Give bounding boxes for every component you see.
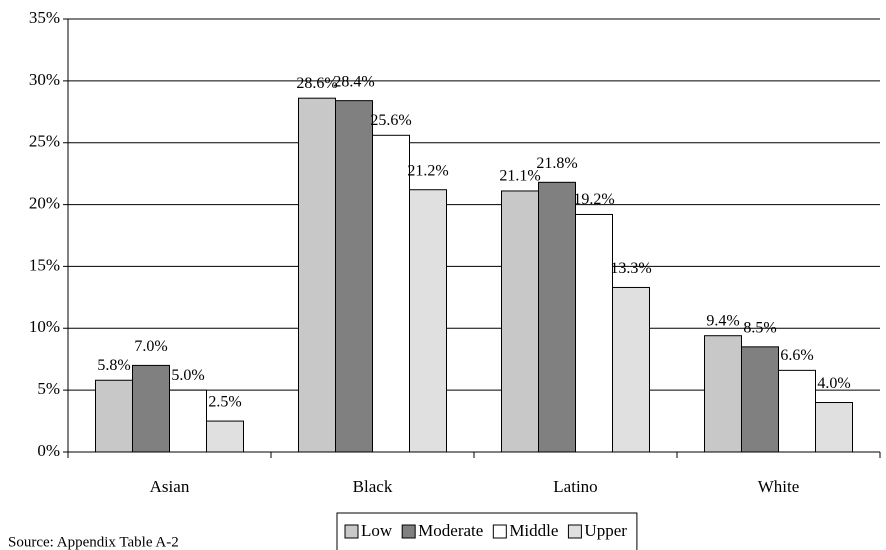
bar (169, 389, 207, 453)
legend-swatch (401, 524, 416, 539)
value-label: 9.4% (706, 312, 739, 329)
bar (741, 346, 779, 453)
value-label: 2.5% (208, 394, 241, 411)
value-label: 28.4% (333, 73, 374, 90)
x-tick-label: Black (353, 477, 393, 496)
value-label: 28.6% (296, 75, 337, 92)
x-tick-label: White (758, 477, 800, 496)
value-label: 25.6% (370, 112, 411, 129)
y-tick-label: 15% (29, 255, 60, 274)
value-label: 21.8% (536, 155, 577, 172)
bar (372, 134, 410, 453)
value-label: 4.0% (817, 375, 850, 392)
value-label: 7.0% (134, 338, 167, 355)
value-label: 21.2% (407, 162, 448, 179)
bar (612, 286, 650, 453)
bar (409, 189, 447, 453)
y-tick-label: 35% (29, 8, 60, 27)
value-label: 6.6% (780, 347, 813, 364)
value-label: 5.0% (171, 367, 204, 384)
legend-swatch (492, 524, 507, 539)
value-label: 8.5% (743, 320, 776, 337)
bar (206, 420, 244, 453)
source-note: Source: Appendix Table A-2 (8, 534, 179, 550)
value-label: 5.8% (97, 357, 130, 374)
legend-label: Middle (509, 521, 558, 540)
legend-label: Upper (584, 521, 627, 540)
legend-swatch (567, 524, 582, 539)
y-tick-label: 5% (37, 379, 60, 398)
bar (335, 100, 373, 453)
bar (778, 369, 816, 453)
legend-box (336, 512, 638, 550)
bar (298, 97, 336, 453)
x-tick-label: Latino (553, 477, 597, 496)
bar (538, 181, 576, 453)
y-tick-label: 25% (29, 132, 60, 151)
value-label: 21.1% (499, 168, 540, 185)
y-tick-label: 30% (29, 70, 60, 89)
legend-label: Moderate (418, 521, 483, 540)
bar (575, 213, 613, 453)
x-tick-label: Asian (150, 477, 190, 496)
y-tick-label: 0% (37, 441, 60, 460)
y-tick-label: 20% (29, 193, 60, 212)
bar (95, 379, 133, 453)
bar (815, 402, 853, 453)
bar (132, 364, 170, 453)
legend-label: Low (361, 521, 393, 540)
y-tick-label: 10% (29, 317, 60, 336)
bar (704, 335, 742, 453)
legend-swatch (344, 524, 359, 539)
bar (501, 190, 539, 453)
value-label: 19.2% (573, 191, 614, 208)
value-label: 13.3% (610, 260, 651, 277)
